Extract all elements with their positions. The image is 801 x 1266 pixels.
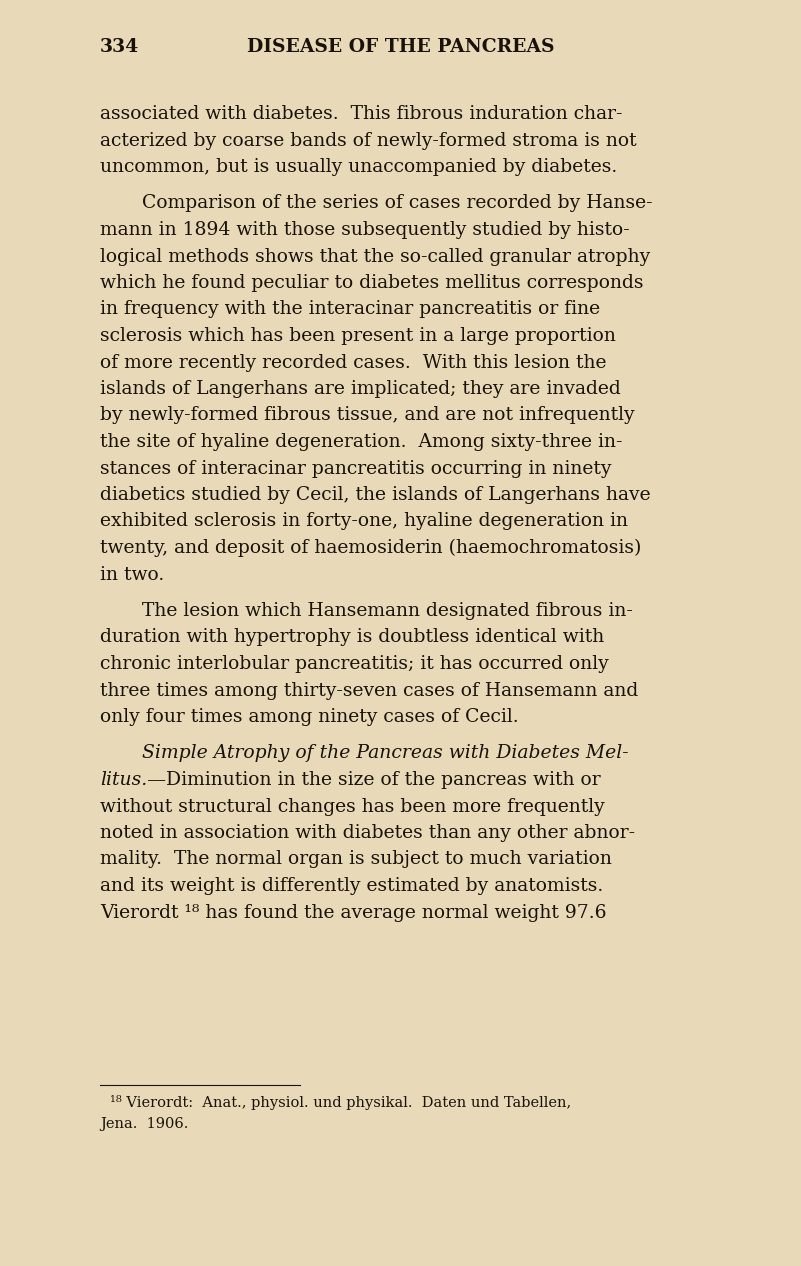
Text: logical methods shows that the so-called granular atrophy: logical methods shows that the so-called… — [100, 247, 650, 266]
Text: litus.—: litus.— — [100, 771, 166, 789]
Text: mann in 1894 with those subsequently studied by histo-: mann in 1894 with those subsequently stu… — [100, 222, 630, 239]
Text: twenty, and deposit of haemosiderin (haemochromatosis): twenty, and deposit of haemosiderin (hae… — [100, 539, 642, 557]
Text: DISEASE OF THE PANCREAS: DISEASE OF THE PANCREAS — [248, 38, 555, 56]
Text: 334: 334 — [100, 38, 139, 56]
Text: Diminution in the size of the pancreas with or: Diminution in the size of the pancreas w… — [166, 771, 601, 789]
Text: islands of Langerhans are implicated; they are invaded: islands of Langerhans are implicated; th… — [100, 380, 621, 398]
Text: ¹⁸ Vierordt:  Anat., physiol. und physikal.  Daten und Tabellen,: ¹⁸ Vierordt: Anat., physiol. und physika… — [110, 1095, 571, 1110]
Text: Simple Atrophy of the Pancreas with Diabetes Mel-: Simple Atrophy of the Pancreas with Diab… — [142, 744, 629, 762]
Text: in frequency with the interacinar pancreatitis or fine: in frequency with the interacinar pancre… — [100, 300, 600, 319]
Text: the site of hyaline degeneration.  Among sixty-three in-: the site of hyaline degeneration. Among … — [100, 433, 622, 451]
Text: Comparison of the series of cases recorded by Hanse-: Comparison of the series of cases record… — [142, 195, 653, 213]
Text: exhibited sclerosis in forty-one, hyaline degeneration in: exhibited sclerosis in forty-one, hyalin… — [100, 513, 628, 530]
Text: sclerosis which has been present in a large proportion: sclerosis which has been present in a la… — [100, 327, 616, 346]
Text: mality.  The normal organ is subject to much variation: mality. The normal organ is subject to m… — [100, 851, 612, 868]
Text: uncommon, but is usually unaccompanied by diabetes.: uncommon, but is usually unaccompanied b… — [100, 158, 618, 176]
Text: Vierordt ¹⁸ has found the average normal weight 97.6: Vierordt ¹⁸ has found the average normal… — [100, 904, 606, 922]
Text: Jena.  1906.: Jena. 1906. — [100, 1117, 188, 1131]
Text: The lesion which Hansemann designated fibrous in-: The lesion which Hansemann designated fi… — [142, 603, 633, 620]
Text: diabetics studied by Cecil, the islands of Langerhans have: diabetics studied by Cecil, the islands … — [100, 486, 650, 504]
Text: chronic interlobular pancreatitis; it has occurred only: chronic interlobular pancreatitis; it ha… — [100, 655, 609, 674]
Text: associated with diabetes.  This fibrous induration char-: associated with diabetes. This fibrous i… — [100, 105, 622, 123]
Text: stances of interacinar pancreatitis occurring in ninety: stances of interacinar pancreatitis occu… — [100, 460, 611, 477]
Text: noted in association with diabetes than any other abnor-: noted in association with diabetes than … — [100, 824, 635, 842]
Text: duration with hypertrophy is doubtless identical with: duration with hypertrophy is doubtless i… — [100, 628, 604, 647]
Text: in two.: in two. — [100, 566, 164, 584]
Text: which he found peculiar to diabetes mellitus corresponds: which he found peculiar to diabetes mell… — [100, 273, 643, 292]
Text: only four times among ninety cases of Cecil.: only four times among ninety cases of Ce… — [100, 708, 518, 725]
Text: without structural changes has been more frequently: without structural changes has been more… — [100, 798, 605, 815]
Text: by newly-formed fibrous tissue, and are not infrequently: by newly-formed fibrous tissue, and are … — [100, 406, 634, 424]
Text: three times among thirty-seven cases of Hansemann and: three times among thirty-seven cases of … — [100, 681, 638, 700]
Text: and its weight is differently estimated by anatomists.: and its weight is differently estimated … — [100, 877, 603, 895]
Text: acterized by coarse bands of newly-formed stroma is not: acterized by coarse bands of newly-forme… — [100, 132, 637, 149]
Text: of more recently recorded cases.  With this lesion the: of more recently recorded cases. With th… — [100, 353, 606, 371]
